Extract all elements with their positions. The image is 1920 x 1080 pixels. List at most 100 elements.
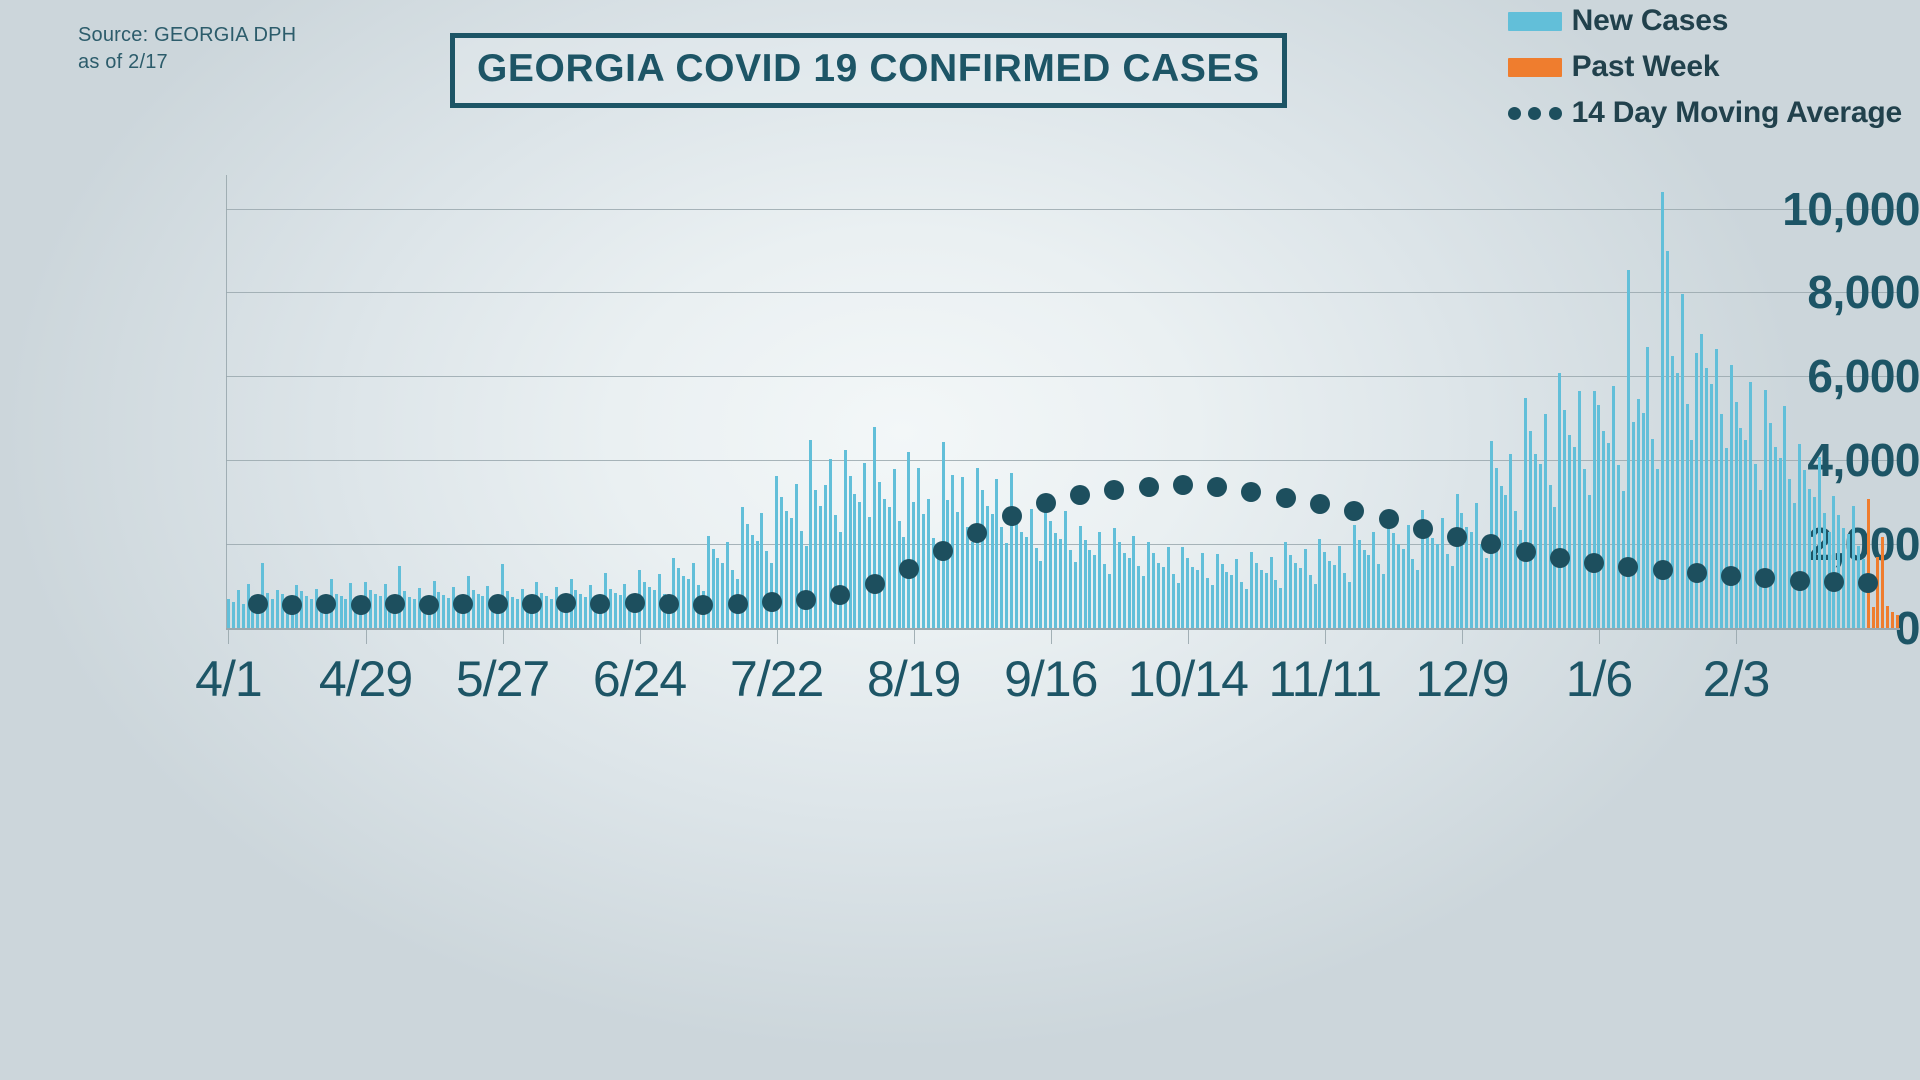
- new-cases-bar: [1798, 444, 1802, 628]
- moving-average-dot: [864, 574, 885, 595]
- past-week-bar: [1866, 498, 1870, 628]
- moving-average-dot: [1241, 482, 1262, 503]
- new-cases-bar: [1382, 574, 1386, 628]
- past-week-bar: [1886, 606, 1890, 628]
- new-cases-bar: [618, 595, 622, 628]
- new-cases-bar: [1205, 577, 1209, 628]
- new-cases-bar: [1607, 442, 1611, 628]
- new-cases-bar: [784, 510, 788, 628]
- new-cases-bar: [1191, 566, 1195, 628]
- new-cases-bar: [1528, 430, 1532, 628]
- new-cases-bar: [843, 450, 847, 628]
- x-axis-tick: [639, 628, 641, 644]
- moving-average-dot: [384, 594, 405, 615]
- moving-average-dot: [796, 590, 817, 611]
- legend-item: Past Week: [1507, 50, 1720, 84]
- new-cases-bar: [1196, 570, 1200, 628]
- new-cases-bar: [226, 598, 230, 628]
- new-cases-bar: [412, 598, 416, 628]
- new-cases-bar: [1568, 435, 1572, 628]
- new-cases-bar: [393, 606, 397, 628]
- moving-average-dot: [1070, 484, 1091, 505]
- new-cases-bar: [1852, 505, 1855, 628]
- source-attribution: Source: GEORGIA DPH as of 2/17: [78, 24, 297, 73]
- new-cases-bar: [1504, 494, 1508, 628]
- new-cases-bar: [1470, 532, 1474, 628]
- new-cases-bar: [1362, 549, 1366, 628]
- new-cases-bar: [799, 530, 803, 628]
- new-cases-bar: [1015, 518, 1018, 628]
- chart-legend: New Cases Past Week 14 Day Moving Average: [1507, 4, 1902, 130]
- moving-average-dot: [1652, 560, 1673, 581]
- moving-average-dot: [1721, 566, 1742, 587]
- moving-average-dot: [1309, 493, 1330, 514]
- new-cases-bar: [422, 601, 426, 628]
- new-cases-bar: [1176, 582, 1180, 628]
- new-cases-bar: [1254, 562, 1258, 628]
- new-cases-bar: [1342, 572, 1346, 628]
- x-axis-tick-label: 4/1: [195, 651, 263, 707]
- new-cases-bar: [1073, 561, 1077, 628]
- new-cases-bar: [285, 602, 289, 628]
- new-cases-bar: [1298, 567, 1302, 628]
- new-cases-bar: [1842, 528, 1846, 628]
- new-cases-bar: [1641, 413, 1645, 628]
- new-cases-bar: [1391, 533, 1395, 628]
- new-cases-bar: [1406, 524, 1410, 628]
- moving-average-dot: [590, 594, 611, 615]
- new-cases-bar: [1558, 372, 1562, 628]
- new-cases-bar: [1680, 294, 1684, 628]
- new-cases-bar: [1670, 356, 1674, 628]
- new-cases-bar: [275, 590, 279, 628]
- new-cases-bar: [1083, 539, 1087, 628]
- new-cases-bar: [1117, 542, 1121, 628]
- new-cases-bar: [1235, 559, 1239, 628]
- moving-average-dot: [1138, 476, 1159, 497]
- new-cases-bar: [403, 591, 407, 628]
- new-cases-bar: [1152, 553, 1156, 628]
- past-week-bar: [1876, 556, 1880, 628]
- new-cases-bar: [1019, 531, 1023, 628]
- new-cases-bar: [1059, 539, 1063, 628]
- new-cases-bar: [985, 506, 989, 628]
- new-cases-bar: [476, 593, 480, 628]
- new-cases-bar: [922, 513, 925, 628]
- new-cases-bar: [1749, 382, 1753, 628]
- x-axis-tick-label: 2/3: [1702, 651, 1771, 707]
- new-cases-bar: [1347, 581, 1351, 628]
- moving-average-dot: [316, 594, 337, 615]
- new-cases-bar: [1675, 372, 1679, 628]
- new-cases-bar: [491, 600, 495, 628]
- new-cases-bar: [319, 604, 323, 628]
- new-cases-bar: [853, 493, 857, 628]
- new-cases-bar: [1763, 389, 1767, 628]
- y-axis-tick-label: 10,000: [1782, 182, 1920, 235]
- new-cases-bar: [995, 478, 999, 628]
- moving-average-dot: [1584, 552, 1605, 573]
- new-cases-bar: [848, 476, 852, 628]
- moving-average-dot: [1618, 556, 1639, 577]
- new-cases-bar: [1538, 464, 1542, 628]
- new-cases-bar: [1861, 559, 1865, 628]
- new-cases-bar: [1475, 503, 1479, 628]
- new-cases-bar: [1166, 547, 1170, 628]
- moving-average-dot: [727, 594, 748, 615]
- past-week-bar: [1896, 615, 1900, 628]
- moving-average-dot: [1207, 477, 1228, 497]
- new-cases-bar: [794, 483, 798, 628]
- new-cases-bar: [1788, 478, 1792, 628]
- new-cases-bar: [819, 506, 823, 628]
- moving-average-dot: [1447, 526, 1468, 547]
- new-cases-bar: [271, 598, 274, 628]
- new-cases-bar: [858, 502, 862, 628]
- new-cases-bar: [1514, 511, 1518, 628]
- new-cases-bar: [687, 579, 691, 628]
- new-cases-bar: [1308, 575, 1312, 628]
- new-cases-bar: [1714, 348, 1718, 628]
- new-cases-bar: [1137, 565, 1141, 628]
- gridline: [226, 460, 1900, 462]
- new-cases-bar: [613, 592, 617, 628]
- moving-average-dot: [419, 594, 440, 615]
- new-cases-bar: [829, 459, 832, 628]
